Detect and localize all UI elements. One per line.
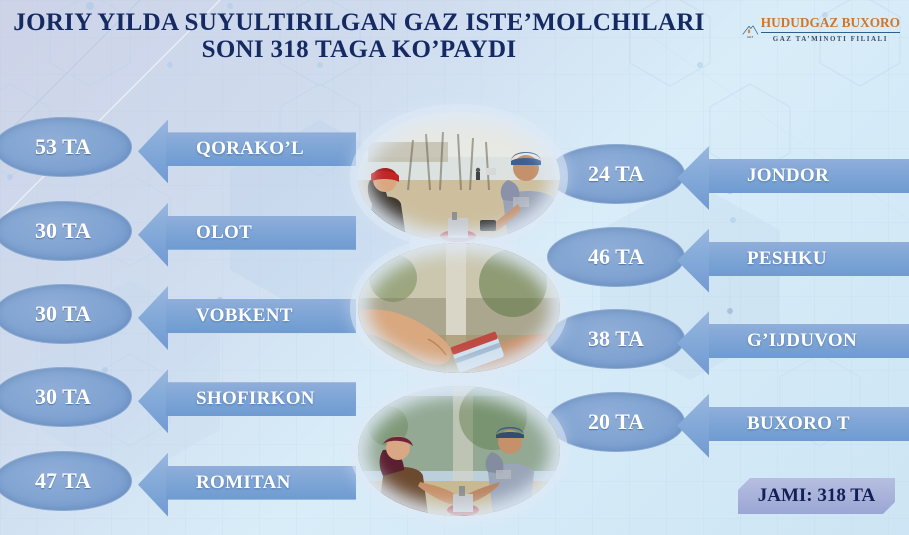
- svg-text:HGT: HGT: [747, 35, 753, 39]
